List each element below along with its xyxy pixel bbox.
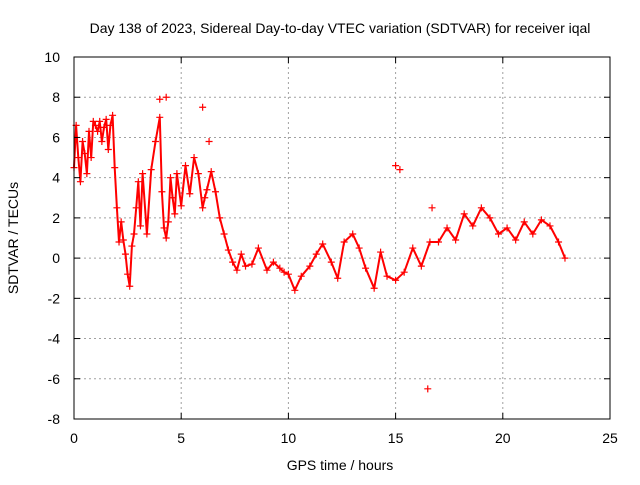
y-tick-label: 8 <box>52 89 60 105</box>
y-tick-label: -4 <box>48 331 61 347</box>
data-point <box>199 103 207 111</box>
data-point <box>424 385 432 393</box>
y-tick-label: 4 <box>52 170 60 186</box>
y-tick-label: 2 <box>52 210 60 226</box>
axis-ticks-layer: 0 5 10 15 20 25 -8 -6 -4 -2 0 2 4 6 8 10 <box>44 49 618 446</box>
x-tick-label: 0 <box>70 430 78 446</box>
x-tick-label: 25 <box>602 430 618 446</box>
plot-area-frame <box>73 56 611 420</box>
y-axis-label: SDTVAR / TECUs <box>5 182 21 294</box>
y-tick-label: 6 <box>52 129 60 145</box>
series-trace <box>73 114 566 292</box>
data-point <box>428 204 436 212</box>
y-tick-label: -2 <box>48 290 61 306</box>
data-point <box>396 166 404 174</box>
x-tick-label: 15 <box>388 430 404 446</box>
y-tick-label: -6 <box>48 371 61 387</box>
x-axis-label: GPS time / hours <box>287 457 394 473</box>
chart-title: Day 138 of 2023, Sidereal Day-to-day VTE… <box>90 20 591 36</box>
x-tick-label: 5 <box>177 430 185 446</box>
y-tick-label: -8 <box>48 411 61 427</box>
y-tick-label: 10 <box>44 49 60 65</box>
data-point <box>162 93 170 101</box>
data-point <box>156 95 164 103</box>
x-tick-label: 20 <box>495 430 511 446</box>
grid-layer <box>74 57 610 419</box>
x-tick-label: 10 <box>281 430 297 446</box>
data-point <box>392 162 400 170</box>
data-points-layer <box>70 93 569 393</box>
data-point <box>205 137 213 145</box>
y-tick-label: 0 <box>52 250 60 266</box>
